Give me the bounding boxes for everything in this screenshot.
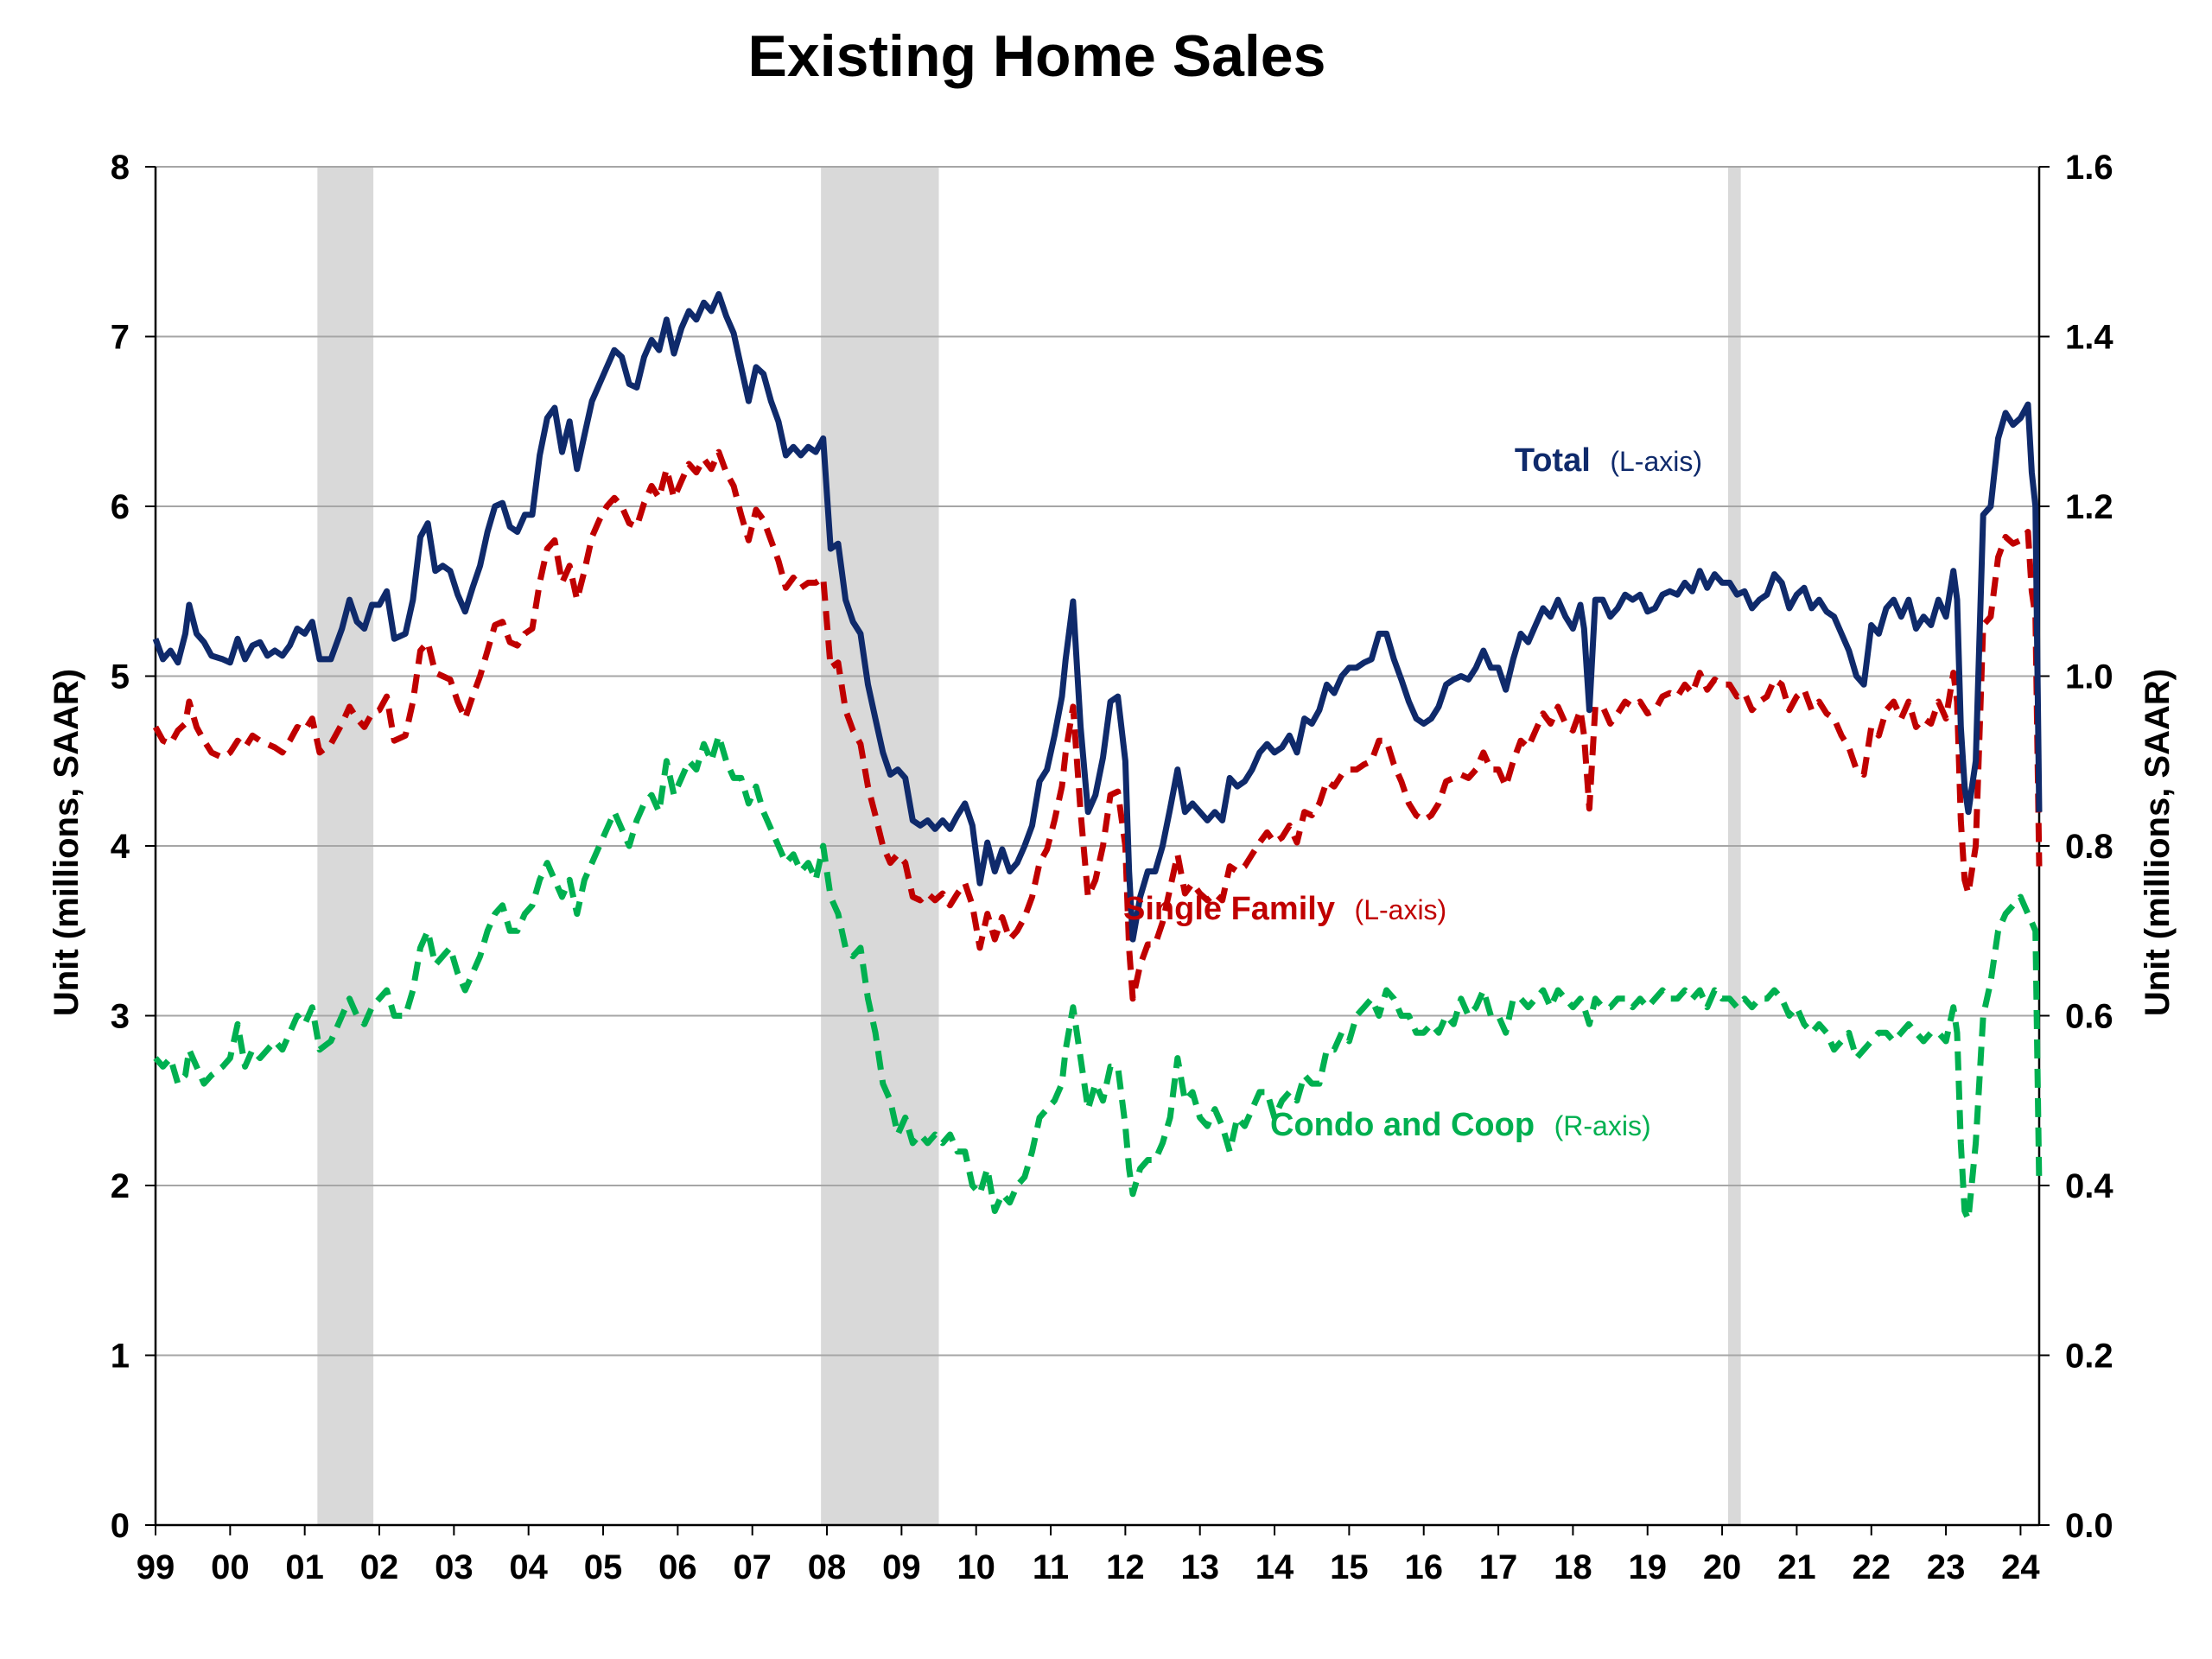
x-tick-label: 16	[1404, 1548, 1443, 1586]
x-tick-label: 08	[808, 1548, 847, 1586]
x-tick-label: 18	[1554, 1548, 1592, 1586]
chart-title: Existing Home Sales	[748, 23, 1326, 89]
x-tick-label: 10	[957, 1548, 995, 1586]
x-tick-label: 06	[658, 1548, 697, 1586]
x-tick-label: 23	[1927, 1548, 1966, 1586]
x-tick-label: 24	[2001, 1548, 2040, 1586]
left-y-tick-label: 8	[111, 149, 130, 187]
x-tick-label: 13	[1180, 1548, 1219, 1586]
series-line-condo	[153, 732, 2043, 1223]
right-y-tick-label: 0.8	[2065, 828, 2113, 866]
legend-total: Total (L-axis)	[1515, 442, 1702, 479]
x-tick-label: 03	[435, 1548, 474, 1586]
x-tick-label: 02	[360, 1548, 399, 1586]
y-axis-label-left: Unit (millions, SAAR)	[48, 669, 86, 1016]
x-tick-label: 11	[1033, 1548, 1069, 1586]
x-tick-label: 99	[137, 1548, 175, 1586]
axes	[154, 167, 2041, 1527]
x-tick-label: 19	[1628, 1548, 1667, 1586]
left-y-tick-labels: 0 1 2 3 4 5 6 7 8	[111, 149, 130, 1545]
x-tick-label: 22	[1852, 1548, 1891, 1586]
left-y-tick-label: 7	[111, 319, 130, 357]
left-y-tick-label: 6	[111, 488, 130, 526]
right-y-tick-label: 1.6	[2065, 149, 2113, 187]
series-lines	[152, 290, 2043, 1223]
legend-total-name: Total	[1515, 442, 1591, 479]
series-line-single-family	[152, 448, 2043, 1002]
right-y-tick-label: 1.0	[2065, 658, 2113, 696]
x-tick-label: 09	[882, 1548, 921, 1586]
right-y-tick-label: 0.4	[2065, 1167, 2113, 1205]
right-y-tick-label: 0.6	[2065, 998, 2113, 1036]
right-y-tick-label: 0.2	[2065, 1338, 2113, 1376]
legend: Total (L-axis) Single Family (L-axis) Co…	[1123, 442, 1702, 1143]
left-y-tick-label: 4	[111, 828, 130, 866]
x-tick-label: 21	[1777, 1548, 1816, 1586]
x-tick-label: 04	[509, 1548, 548, 1586]
legend-condo-note: (R-axis)	[1554, 1110, 1651, 1141]
x-tick-label: 07	[733, 1548, 772, 1586]
x-tick-label: 00	[211, 1548, 250, 1586]
series-line-total	[152, 290, 2043, 943]
left-y-tick-label: 1	[111, 1338, 130, 1376]
right-y-tick-label: 0.0	[2065, 1507, 2113, 1545]
legend-single-family: Single Family (L-axis)	[1123, 891, 1446, 927]
x-tick-label: 14	[1255, 1548, 1294, 1586]
legend-single-family-name: Single Family	[1123, 891, 1335, 927]
x-tick-label: 17	[1479, 1548, 1518, 1586]
x-tick-label: 20	[1703, 1548, 1742, 1586]
legend-condo: Condo and Coop (R-axis)	[1270, 1107, 1651, 1143]
left-y-tick-label: 0	[111, 1507, 130, 1545]
legend-condo-name: Condo and Coop	[1270, 1107, 1535, 1143]
left-y-tick-label: 5	[111, 658, 130, 696]
x-tick-label: 15	[1330, 1548, 1369, 1586]
x-tick-label: 05	[584, 1548, 623, 1586]
right-y-tick-labels: 0.0 0.2 0.4 0.6 0.8 1.0 1.2 1.4 1.6	[2065, 149, 2113, 1545]
legend-single-family-note: (L-axis)	[1355, 894, 1447, 925]
y-axis-label-right: Unit (millions, SAAR)	[2139, 669, 2177, 1016]
left-y-tick-label: 2	[111, 1167, 130, 1205]
legend-total-note: (L-axis)	[1610, 446, 1702, 477]
x-tick-label: 12	[1106, 1548, 1145, 1586]
right-y-tick-label: 1.4	[2065, 319, 2113, 357]
x-tick-label: 01	[285, 1548, 324, 1586]
x-tick-labels: 99 00 01 02 03 04 05 06 07 08 09 10 11 12 13 14 15 16 17 18…	[137, 1525, 2040, 1586]
left-y-tick-label: 3	[111, 998, 130, 1036]
right-y-tick-label: 1.2	[2065, 488, 2113, 526]
